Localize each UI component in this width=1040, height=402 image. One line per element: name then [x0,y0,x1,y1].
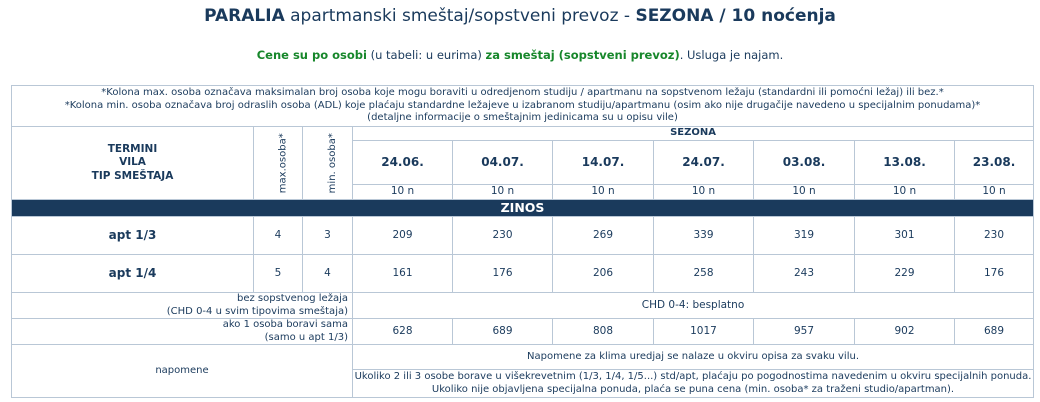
max-persons: 4 [253,216,303,255]
notes-row: *Kolona max. osoba označava maksimalan b… [10,85,1035,127]
date-4: 24.07. [653,140,754,185]
price-cell: 301 [854,216,955,255]
single-price: 902 [854,318,955,345]
table-row: apt 1/4 5 4 161 176 206 258 243 229 176 [11,254,1035,293]
nights-7: 10 n [953,184,1035,200]
note-max: *Kolona max. osoba označava maksimalan b… [101,87,944,99]
price-cell: 206 [552,254,654,293]
title-mid: apartmanski smeštaj/sopstveni prevoz - [284,6,636,26]
min-persons-header: min. osoba* [302,126,353,200]
price-cell: 230 [452,216,553,255]
note-min: *Kolona min. osoba označava broj odrasli… [64,99,981,111]
single-price: 1017 [653,318,754,345]
subtitle-part2: (u tabeli: u eurima) [366,48,486,62]
season-label: SEZONA [351,126,1035,141]
table-row: apt 1/3 4 3 209 230 269 339 319 301 230 [11,216,1035,255]
price-cell: 258 [653,254,754,293]
date-3: 14.07. [552,140,654,185]
villa-name: ZINOS [10,199,1035,217]
subtitle-part4: . Usluga je najam. [679,48,784,62]
title-season: SEZONA / 10 noćenja [635,6,836,26]
max-persons-header: max.osoba* [253,126,303,200]
price-cell: 229 [854,254,955,293]
price-cell: 319 [753,216,855,255]
chd-row: bez sopstvenog ležaja (CHD 0-4 u svim ti… [11,292,1035,319]
chd-label: bez sopstvenog ležaja (CHD 0-4 u svim ti… [11,292,353,319]
tip-smestaja-label: TIP SMEŠTAJA [91,169,174,182]
single-price: 957 [753,318,855,345]
remarks-row-2: Ukoliko 2 ili 3 osobe borave u višekreve… [12,369,1035,398]
remarks-row: napomene Napomene za klima uredjaj se na… [11,344,1035,398]
date-2: 04.07. [452,140,553,185]
nights-5: 10 n [753,184,855,200]
price-cell: 176 [953,254,1035,293]
dates-row: 24.06. 04.07. 14.07. 24.07. 03.08. 13.08… [12,140,1035,185]
remark-klima: Napomene za klima uredjaj se nalaze u ok… [351,344,1035,370]
vila-label: VILA [119,156,146,169]
price-cell: 209 [352,216,453,255]
single-price: 689 [452,318,553,345]
min-persons: 4 [302,254,353,293]
date-6: 13.08. [854,140,955,185]
date-1: 24.06. [352,140,453,185]
termini-header: TERMINI VILA TIP SMEŠTAJA [11,126,254,200]
nights-row: 10 n 10 n 10 n 10 n 10 n 10 n 10 n [12,184,1035,200]
subtitle-part3: za smeštaj (sopstveni prevoz) [485,48,680,62]
chd-value: CHD 0-4: besplatno [351,292,1035,319]
price-cell: 243 [753,254,855,293]
season-header-row: TERMINI VILA TIP SMEŠTAJA max.osoba* min… [11,126,1035,200]
single-occupancy-row: ako 1 osoba boravi sama (samo u apt 1/3)… [11,318,1035,345]
date-5: 03.08. [753,140,855,185]
nights-4: 10 n [653,184,754,200]
remark-special-offers: Ukoliko 2 ili 3 osobe borave u višekreve… [351,369,1035,398]
subtitle-part1: Cene su po osobi [256,48,367,62]
apt-type: apt 1/3 [11,216,254,255]
price-cell: 176 [452,254,553,293]
max-persons: 5 [253,254,303,293]
price-subtitle: Cene su po osobi (u tabeli: u eurima) za… [0,48,1040,62]
page-title: PARALIA apartmanski smeštaj/sopstveni pr… [0,6,1040,26]
nights-3: 10 n [552,184,654,200]
date-7: 23.08. [953,140,1035,185]
single-label: ako 1 osoba boravi sama (samo u apt 1/3) [11,318,353,345]
title-place: PARALIA [204,6,285,26]
termini-label: TERMINI [107,143,158,156]
villa-band: ZINOS [10,199,1035,217]
price-cell: 161 [352,254,453,293]
note-details: (detaljne informacije o smeštajnim jedin… [367,112,678,124]
single-price: 628 [352,318,453,345]
price-cell: 269 [552,216,654,255]
price-cell: 230 [953,216,1035,255]
nights-2: 10 n [452,184,553,200]
apt-type: apt 1/4 [11,254,254,293]
single-price: 689 [953,318,1035,345]
min-persons: 3 [302,216,353,255]
notes-cell: *Kolona max. osoba označava maksimalan b… [10,85,1035,127]
price-cell: 339 [653,216,754,255]
single-price: 808 [552,318,654,345]
remarks-label: napomene [11,344,353,398]
price-table: *Kolona max. osoba označava maksimalan b… [10,85,1035,398]
nights-6: 10 n [854,184,955,200]
nights-1: 10 n [352,184,453,200]
